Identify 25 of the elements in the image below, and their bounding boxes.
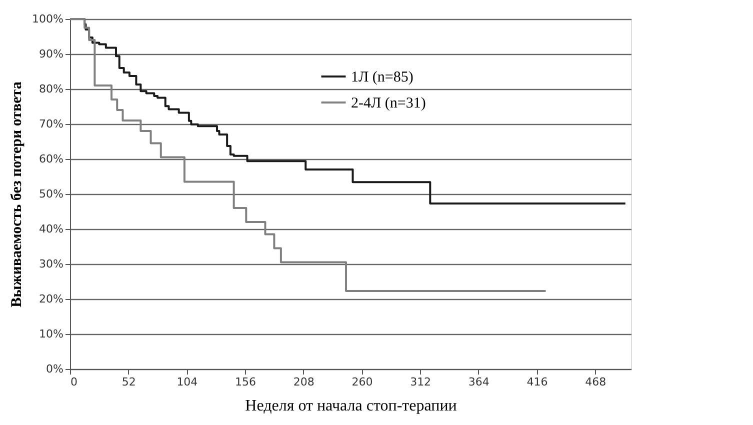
x-axis-title: Неделя от начала стоп-терапии (245, 398, 458, 414)
y-tick-label: 80% (39, 82, 64, 96)
x-tick-label: 416 (526, 376, 548, 388)
y-tick-label: 30% (39, 258, 64, 270)
x-tick-label: 52 (122, 376, 136, 388)
x-tick-label: 0 (70, 376, 78, 388)
y-tick-label: 50% (39, 188, 64, 200)
x-tick-label: 364 (468, 376, 490, 388)
y-tick-label: 100% (32, 12, 64, 26)
y-tick-label: 60% (39, 152, 64, 166)
legend-label: 2-4Л (n=31) (351, 96, 426, 112)
x-tick-label: 156 (235, 376, 256, 388)
x-tick-label: 104 (176, 376, 198, 388)
x-tick-label: 208 (293, 376, 314, 388)
y-tick-label: 10% (39, 328, 64, 340)
x-tick-label: 468 (585, 376, 606, 388)
x-tick-label: 260 (352, 376, 373, 388)
y-tick-label: 20% (39, 292, 64, 306)
y-tick-label: 90% (39, 48, 64, 60)
y-axis-title: Выживаемость без потери ответа (9, 81, 26, 308)
y-tick-label: 70% (39, 118, 64, 130)
y-tick-label: 40% (39, 222, 64, 236)
legend-label: 1Л (n=85) (351, 70, 414, 86)
y-tick-label: 0% (46, 362, 64, 376)
x-tick-label: 312 (410, 376, 432, 388)
